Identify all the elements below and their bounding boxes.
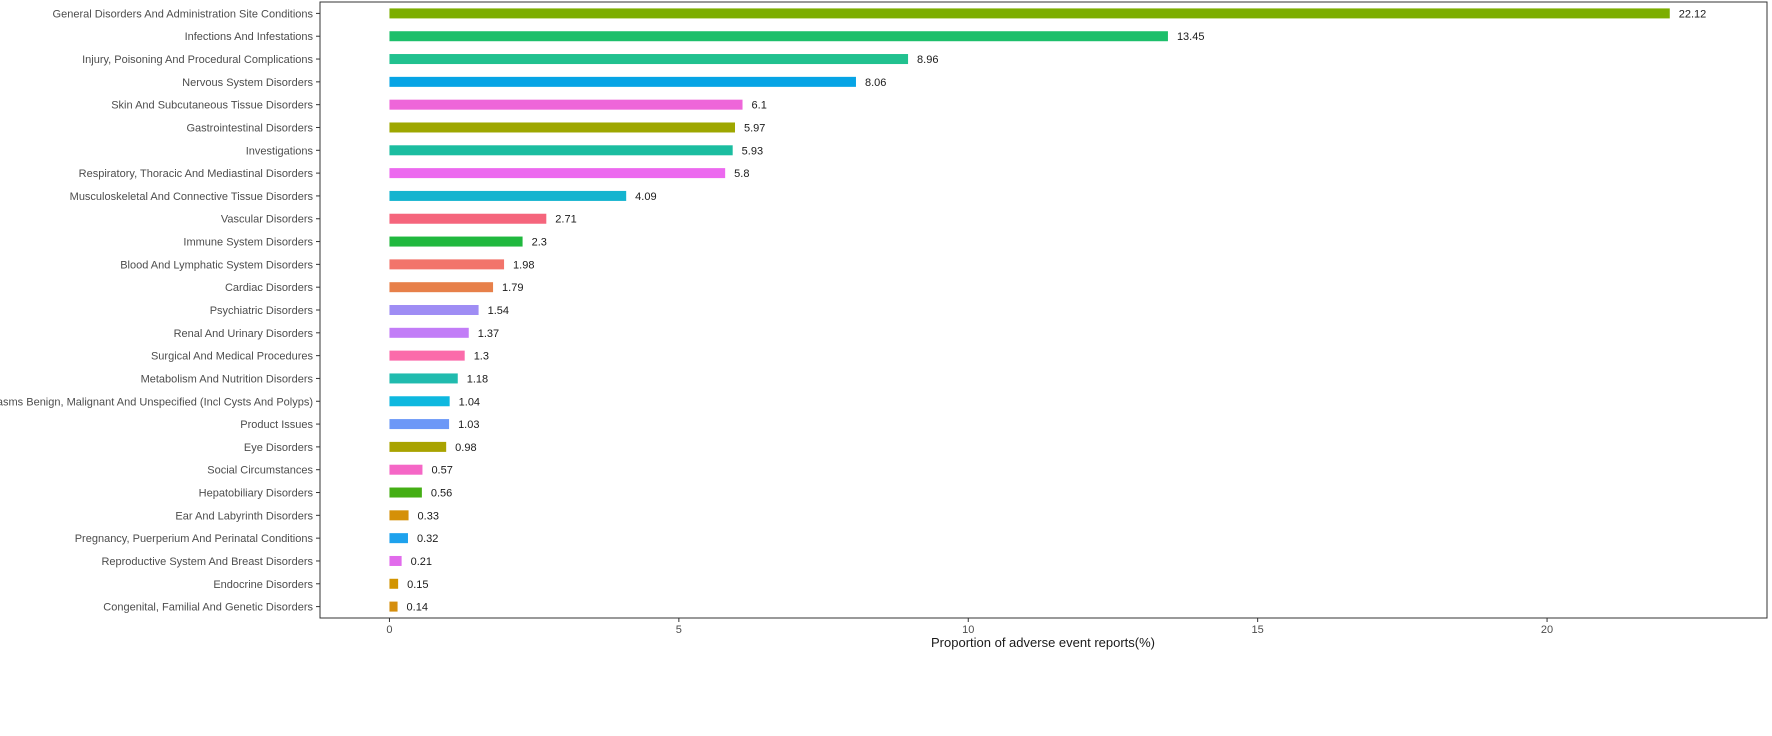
bar (389, 122, 735, 133)
bar-value-label: 1.3 (474, 351, 489, 363)
bar-value-label: 1.18 (467, 373, 488, 385)
category-label: Infections And Infestations (185, 31, 314, 43)
bar (389, 487, 422, 498)
category-label: Vascular Disorders (221, 214, 314, 226)
category-label: Renal And Urinary Disorders (174, 328, 314, 340)
bar-value-label: 5.93 (742, 145, 763, 157)
bar (389, 419, 450, 430)
x-tick-label: 15 (1252, 624, 1264, 636)
bar (389, 305, 479, 315)
bar (389, 168, 726, 179)
bar (389, 510, 409, 521)
bar-value-label: 0.21 (411, 556, 432, 568)
bar (389, 373, 458, 384)
category-label: Immune System Disorders (183, 237, 313, 249)
bar (389, 464, 423, 475)
bar-value-label: 4.09 (635, 191, 656, 203)
x-tick-label: 20 (1541, 624, 1553, 636)
bar-value-label: 1.79 (502, 282, 523, 294)
y-axis-category-labels: General Disorders And Administration Sit… (0, 8, 314, 613)
category-label: Neoplasms Benign, Malignant And Unspecif… (0, 396, 313, 408)
bar-value-label: 0.14 (407, 602, 428, 614)
bar-value-label: 0.56 (431, 488, 452, 500)
bar-value-label: 0.15 (407, 579, 428, 591)
panel-border (319, 1, 1768, 619)
bar (389, 396, 450, 407)
bar (389, 282, 494, 293)
category-label: Psychiatric Disorders (210, 305, 314, 317)
bar (389, 145, 733, 156)
bar (389, 441, 447, 452)
bar-value-label: 1.54 (488, 305, 509, 317)
bar-value-label: 6.1 (752, 100, 767, 112)
bar-value-label: 0.98 (455, 442, 476, 454)
x-axis-ticks: 0 5 10 15 20 (386, 618, 1553, 636)
category-label: Social Circumstances (207, 465, 313, 477)
category-label: Blood And Lymphatic System Disorders (120, 259, 313, 271)
bar (389, 555, 402, 566)
bars (389, 8, 1670, 612)
x-tick-label: 10 (962, 624, 974, 636)
category-label: Eye Disorders (244, 442, 314, 454)
bar-value-label: 0.57 (431, 465, 452, 477)
bar-value-label: 1.04 (459, 396, 480, 408)
bar-value-label: 1.98 (513, 259, 534, 271)
bar-value-label: 5.97 (744, 122, 765, 134)
category-label: Pregnancy, Puerperium And Perinatal Cond… (75, 533, 314, 545)
category-label: Product Issues (240, 419, 313, 431)
category-label: Reproductive System And Breast Disorders (101, 556, 313, 568)
category-label: Congenital, Familial And Genetic Disorde… (103, 602, 313, 614)
category-label: General Disorders And Administration Sit… (53, 8, 314, 20)
bar-value-label: 0.33 (418, 510, 439, 522)
bar (389, 190, 627, 201)
bar-value-label: 22.12 (1679, 8, 1707, 20)
bar (389, 533, 408, 544)
bar (389, 54, 909, 65)
bar-value-label: 1.03 (458, 419, 479, 431)
bar-value-label: 8.06 (865, 77, 886, 89)
bar (389, 327, 469, 338)
bar-value-labels: 22.12 13.45 8.96 8.06 6.1 5.97 5.93 5.8 4.09 2.71… (407, 8, 1707, 613)
bar (389, 578, 399, 589)
bar-value-label: 2.71 (555, 214, 576, 226)
bar-value-label: 5.8 (734, 168, 749, 180)
bar (389, 76, 856, 87)
bar-value-label: 13.45 (1177, 31, 1205, 43)
category-label: Nervous System Disorders (182, 77, 313, 89)
category-label: Injury, Poisoning And Procedural Complic… (82, 54, 313, 66)
bar (389, 259, 505, 270)
category-label: Surgical And Medical Procedures (151, 351, 314, 363)
bar-value-label: 1.37 (478, 328, 499, 340)
category-label: Skin And Subcutaneous Tissue Disorders (111, 100, 313, 112)
bar (389, 236, 523, 247)
bar (389, 350, 465, 361)
bar-value-label: 2.3 (532, 237, 547, 249)
category-label: Metabolism And Nutrition Disorders (141, 373, 314, 385)
y-axis-ticks (316, 12, 320, 608)
category-label: Ear And Labyrinth Disorders (175, 510, 313, 522)
bar (389, 31, 1168, 42)
bar (389, 213, 547, 224)
x-tick-label: 0 (386, 624, 392, 636)
bar (389, 8, 1670, 19)
x-axis-title: Proportion of adverse event reports(%) (931, 635, 1155, 650)
x-tick-label: 5 (676, 624, 682, 636)
bar (389, 601, 398, 612)
category-label: Hepatobiliary Disorders (199, 488, 314, 500)
category-label: Musculoskeletal And Connective Tissue Di… (70, 191, 314, 203)
category-label: Endocrine Disorders (213, 579, 313, 591)
bar (389, 99, 743, 110)
category-label: Respiratory, Thoracic And Mediastinal Di… (79, 168, 314, 180)
category-label: Cardiac Disorders (225, 282, 314, 294)
bar-value-label: 0.32 (417, 533, 438, 545)
category-label: Investigations (246, 145, 314, 157)
bar-value-label: 8.96 (917, 54, 938, 66)
category-label: Gastrointestinal Disorders (186, 122, 313, 134)
